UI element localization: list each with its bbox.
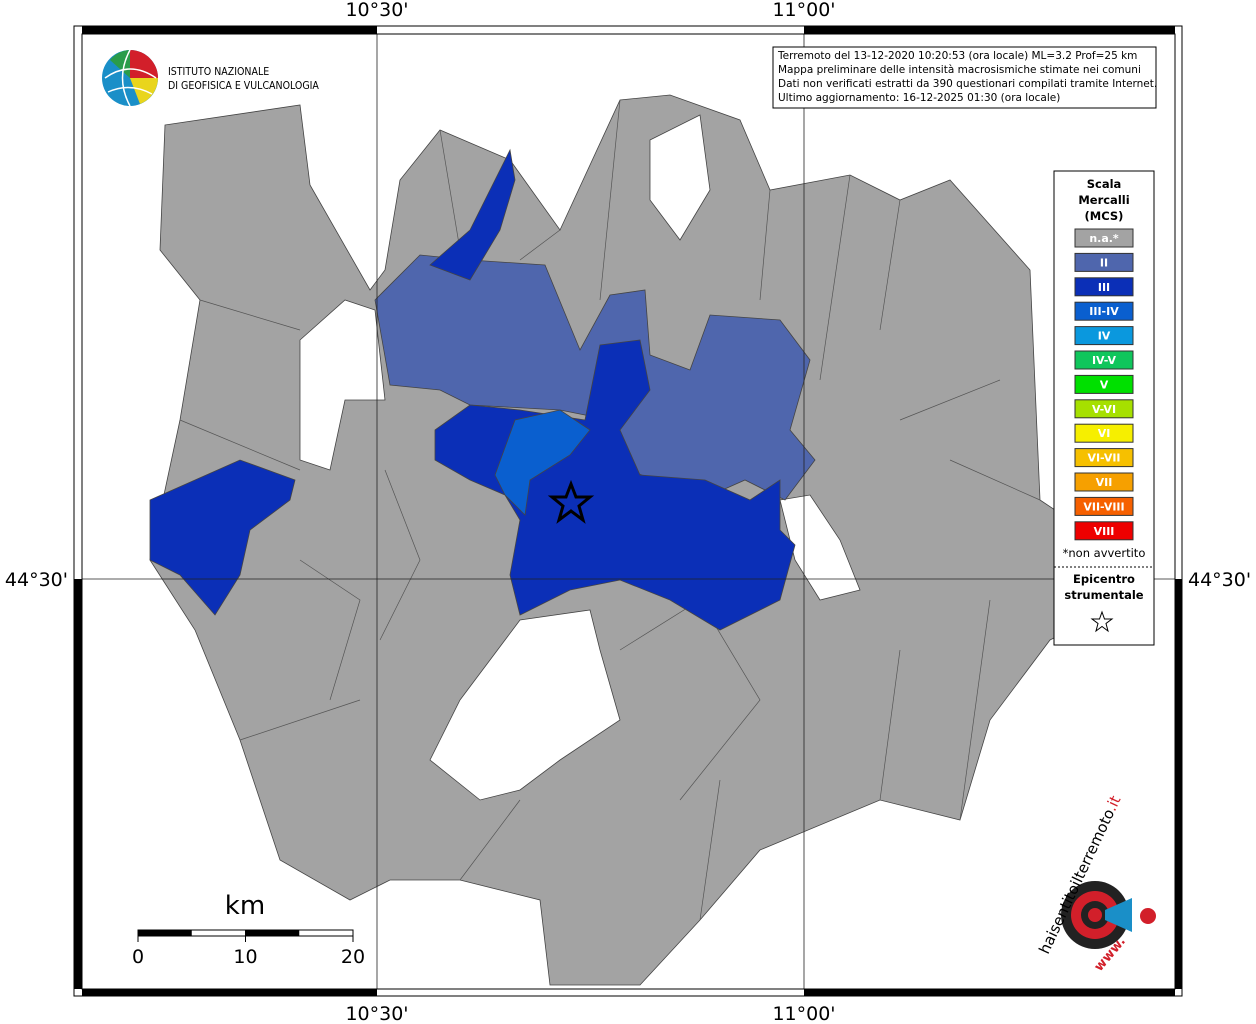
legend-label: VI [1098,427,1111,440]
legend-label: VI-VII [1087,452,1120,465]
legend-star [1090,610,1114,633]
borders [179,99,1041,921]
lon-label: 11°00' [772,0,835,21]
legend-title: Scala [1087,177,1122,191]
info-box [772,46,1157,109]
info-text: Terremoto del 13-12-2020 10:20:53 (ora l… [777,50,1157,104]
intensity-iii-iv [494,409,591,516]
legend-swatch [1074,252,1134,272]
legend-swatch [1074,399,1134,419]
legend-epicenter: Epicentro [1073,572,1135,586]
legend-label: VIII [1094,525,1115,538]
legend-swatch [1074,374,1134,394]
legend-title: (MCS) [1085,209,1124,223]
legend-label: II [1100,256,1108,269]
scale-label: 10 [233,946,257,968]
legend-swatch [1074,521,1134,541]
scale-segment [245,930,300,936]
legend-items: n.a.*IIIIIIII-IVIVIV-VVV-VIVIVI-VIIVIIVI… [1074,228,1134,541]
epicenter-star [547,479,595,524]
legend-title: Mercalli [1078,193,1129,207]
scale-bar: 0 10 20 [132,929,365,968]
frame [73,25,1183,997]
legend-label: III-IV [1089,305,1119,318]
lon-label: 10°30' [345,0,408,21]
logo-text: DI GEOFISICA E VULCANOLOGIA [168,80,319,92]
lat-label: 44°30' [1188,569,1251,591]
legend-swatch [1074,350,1134,370]
scale-segment [138,930,192,936]
graticule-labels: 10°30' 11°00' 10°30' 11°00' 44°30' 44°30… [5,0,1251,1024]
legend-swatch [1074,423,1134,443]
graticule [82,34,1175,989]
info-line: Mappa preliminare delle intensità macros… [778,64,1141,76]
scale-unit: km [225,891,265,921]
info-line: Ultimo aggiornamento: 16-12-2025 01:30 (… [778,92,1060,104]
scale-label: 20 [341,946,365,968]
legend-label: III [1098,281,1110,294]
legend-label: n.a.* [1089,232,1119,245]
legend-label: IV [1098,330,1111,343]
legend-label: IV-V [1092,354,1117,367]
legend-epicenter: strumentale [1064,588,1143,602]
legend-swatch [1074,472,1134,492]
legend-swatch [1074,326,1134,346]
legend-swatch [1074,301,1134,321]
info-line: Dati non verificati estratti da 390 ques… [778,78,1157,90]
legend-label: VII [1096,476,1113,489]
logo-text: ISTITUTO NAZIONALE [168,66,269,78]
legend-swatch [1074,448,1134,468]
legend-note: *non avvertito [1063,546,1146,560]
legend-swatch [1074,277,1134,297]
ingv-logo: ISTITUTO NAZIONALE DI GEOFISICA E VULCAN… [102,49,319,107]
intensity-iii [149,148,796,631]
legend-swatch [1074,496,1134,516]
scale-label: 0 [132,946,144,968]
legend-label: VII-VIII [1083,500,1124,513]
lat-label: 44°30' [5,569,68,591]
info-line: Terremoto del 13-12-2020 10:20:53 (ora l… [777,50,1137,62]
lon-label: 11°00' [772,1003,835,1024]
legend-label: V-VI [1092,403,1116,416]
legend-swatch [1074,228,1134,248]
lon-label: 10°30' [345,1003,408,1024]
no-data-areas [299,114,861,801]
legend-label: V [1100,378,1109,391]
